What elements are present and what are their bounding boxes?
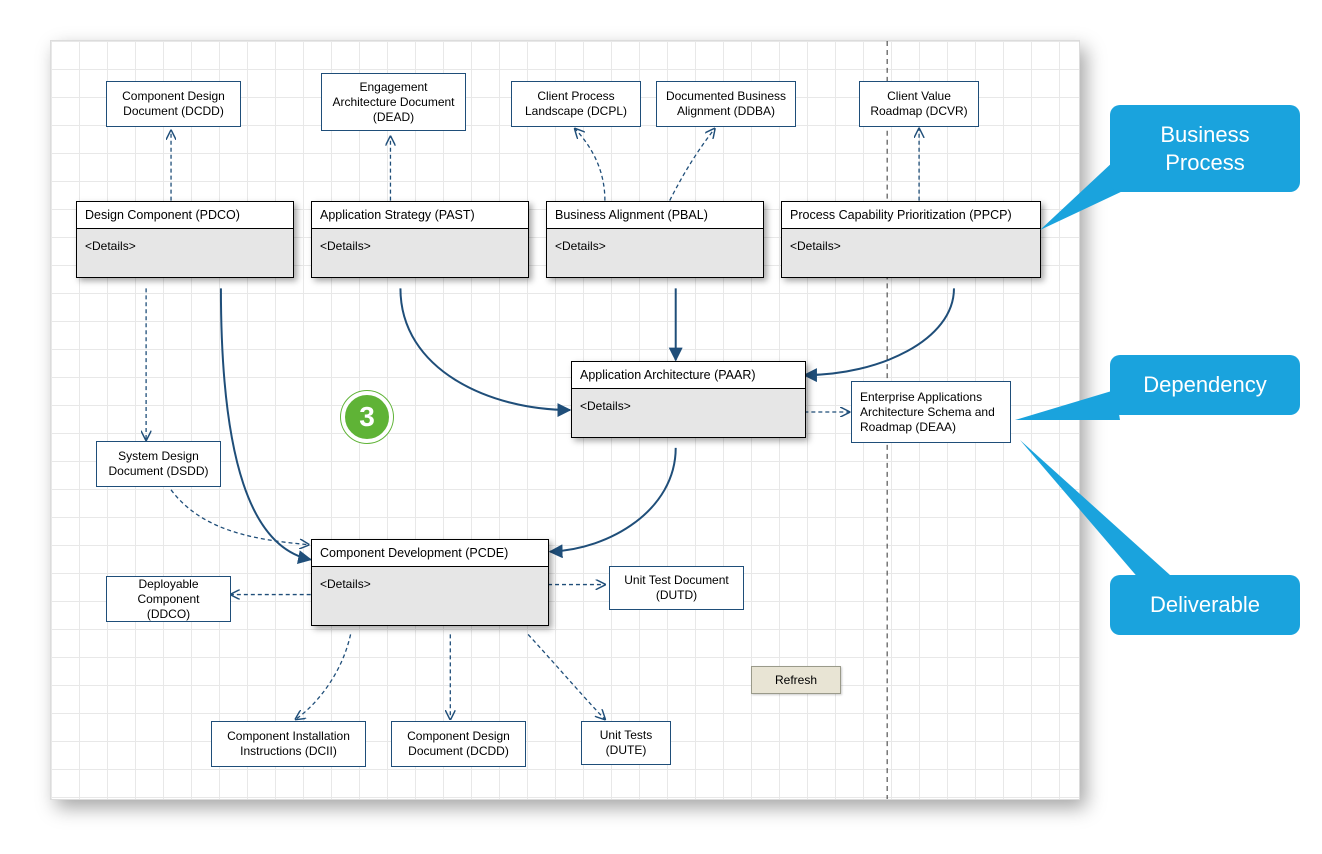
deliv-dcpl: Client Process Landscape (DCPL) bbox=[511, 81, 641, 127]
callout-deliverable: Deliverable bbox=[1110, 575, 1300, 635]
deliv-dcvr: Client Value Roadmap (DCVR) bbox=[859, 81, 979, 127]
deliv-deaa: Enterprise Applications Architecture Sch… bbox=[851, 381, 1011, 443]
proc-pcde-title: Component Development (PCDE) bbox=[312, 540, 548, 567]
proc-ppcp-details: <Details> bbox=[782, 229, 1040, 277]
diagram-stage: Component Design Document (DCDD) Engagem… bbox=[20, 20, 1322, 834]
deliv-ddba: Documented Business Alignment (DDBA) bbox=[656, 81, 796, 127]
proc-paar-title: Application Architecture (PAAR) bbox=[572, 362, 805, 389]
proc-pcde[interactable]: Component Development (PCDE) <Details> bbox=[311, 539, 549, 626]
proc-ppcp[interactable]: Process Capability Prioritization (PPCP)… bbox=[781, 201, 1041, 278]
deliv-dcii: Component Installation Instructions (DCI… bbox=[211, 721, 366, 767]
diagram-canvas: Component Design Document (DCDD) Engagem… bbox=[50, 40, 1080, 800]
callout-dependency: Dependency bbox=[1110, 355, 1300, 415]
proc-ppcp-title: Process Capability Prioritization (PPCP) bbox=[782, 202, 1040, 229]
step-badge: 3 bbox=[341, 391, 393, 443]
callout-dep-text: Dependency bbox=[1143, 372, 1267, 397]
deliv-dcdd2: Component Design Document (DCDD) bbox=[391, 721, 526, 767]
proc-pbal-title: Business Alignment (PBAL) bbox=[547, 202, 763, 229]
proc-past[interactable]: Application Strategy (PAST) <Details> bbox=[311, 201, 529, 278]
proc-pdco[interactable]: Design Component (PDCO) <Details> bbox=[76, 201, 294, 278]
step-badge-text: 3 bbox=[359, 401, 375, 433]
proc-paar-details: <Details> bbox=[572, 389, 805, 437]
callout-bp-text: BusinessProcess bbox=[1160, 122, 1249, 175]
deliv-dsdd: System Design Document (DSDD) bbox=[96, 441, 221, 487]
deliv-dutd: Unit Test Document (DUTD) bbox=[609, 566, 744, 610]
deliv-dute: Unit Tests (DUTE) bbox=[581, 721, 671, 765]
proc-past-details: <Details> bbox=[312, 229, 528, 277]
refresh-button-label: Refresh bbox=[775, 673, 817, 687]
proc-past-title: Application Strategy (PAST) bbox=[312, 202, 528, 229]
proc-pdco-details: <Details> bbox=[77, 229, 293, 277]
refresh-button[interactable]: Refresh bbox=[751, 666, 841, 694]
proc-pcde-details: <Details> bbox=[312, 567, 548, 625]
callout-del-text: Deliverable bbox=[1150, 592, 1260, 617]
deliv-ddco: Deployable Component (DDCO) bbox=[106, 576, 231, 622]
proc-pbal[interactable]: Business Alignment (PBAL) <Details> bbox=[546, 201, 764, 278]
proc-pdco-title: Design Component (PDCO) bbox=[77, 202, 293, 229]
callout-business-process: BusinessProcess bbox=[1110, 105, 1300, 192]
proc-paar[interactable]: Application Architecture (PAAR) <Details… bbox=[571, 361, 806, 438]
deliv-dcdd: Component Design Document (DCDD) bbox=[106, 81, 241, 127]
deliv-dead: Engagement Architecture Document (DEAD) bbox=[321, 73, 466, 131]
proc-pbal-details: <Details> bbox=[547, 229, 763, 277]
